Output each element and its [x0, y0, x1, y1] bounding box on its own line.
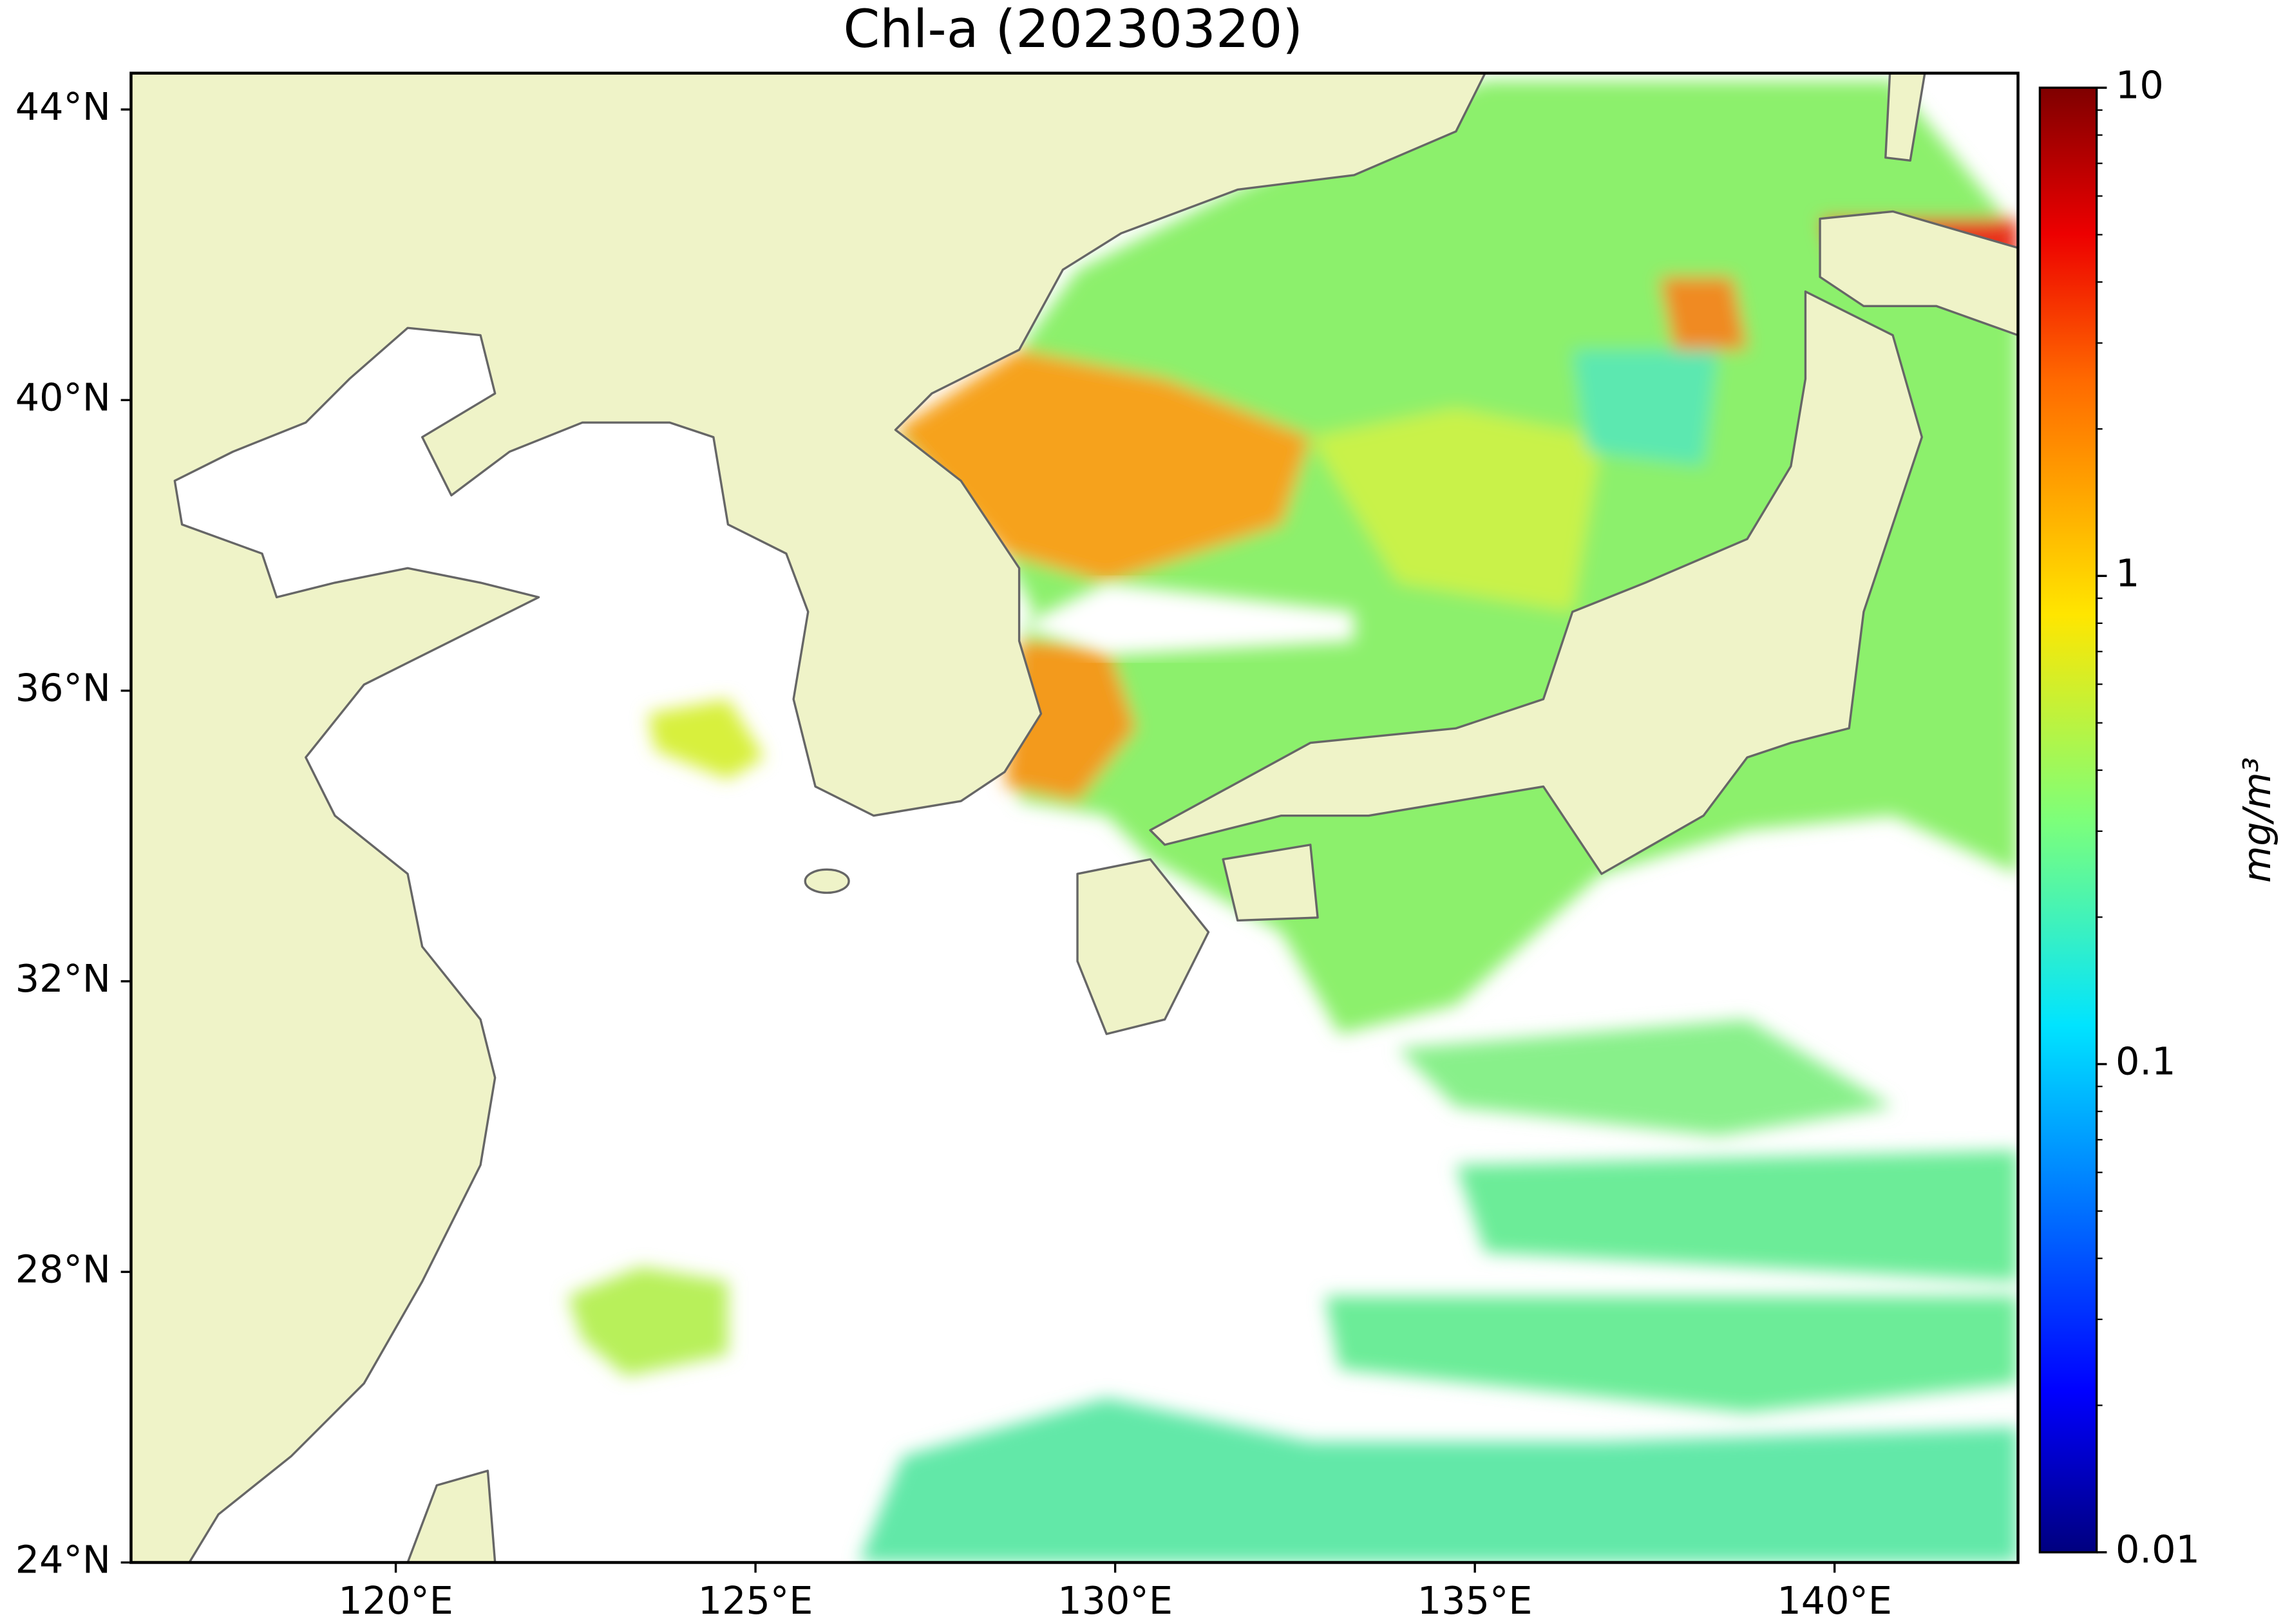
colorbar-label: mg/m³	[2235, 757, 2279, 883]
land-hokkaido	[1819, 210, 2018, 337]
x-tick-label: 125°E	[698, 1578, 813, 1623]
title: Chl-a (20230320)	[843, 0, 1303, 60]
cloud	[1019, 582, 1354, 656]
map-frame	[129, 71, 2020, 1564]
y-tick-label: 32°N	[15, 956, 111, 1001]
land-asia	[131, 73, 1486, 1563]
y-tick-label: 24°N	[15, 1538, 111, 1582]
land-taiwan	[406, 1469, 497, 1563]
x-tick-label: 130°E	[1057, 1578, 1173, 1623]
y-tick-label: 44°N	[15, 84, 111, 129]
colorbar-tick-label: 10	[2116, 62, 2164, 107]
colorbar-tick-label: 0.1	[2116, 1039, 2175, 1084]
colorbar-tick-label: 0.01	[2116, 1527, 2200, 1572]
x-tick-label: 120°E	[338, 1578, 453, 1623]
y-tick-label: 40°N	[15, 375, 111, 419]
x-tick-label: 135°E	[1417, 1578, 1533, 1623]
colorbar	[2038, 86, 2098, 1554]
land-shikoku	[1222, 844, 1319, 922]
y-tick-label: 36°N	[15, 666, 111, 710]
colorbar-tick-label: 1	[2116, 551, 2139, 595]
y-tick-label: 28°N	[15, 1247, 111, 1291]
x-tick-label: 140°E	[1777, 1578, 1892, 1623]
land-honshu	[1149, 290, 1924, 875]
map	[131, 73, 2018, 1563]
land-kyushu	[1076, 858, 1210, 1035]
chl-field	[567, 80, 2018, 1563]
land-sakhalin	[1884, 73, 1926, 162]
land-jeju	[804, 868, 850, 894]
